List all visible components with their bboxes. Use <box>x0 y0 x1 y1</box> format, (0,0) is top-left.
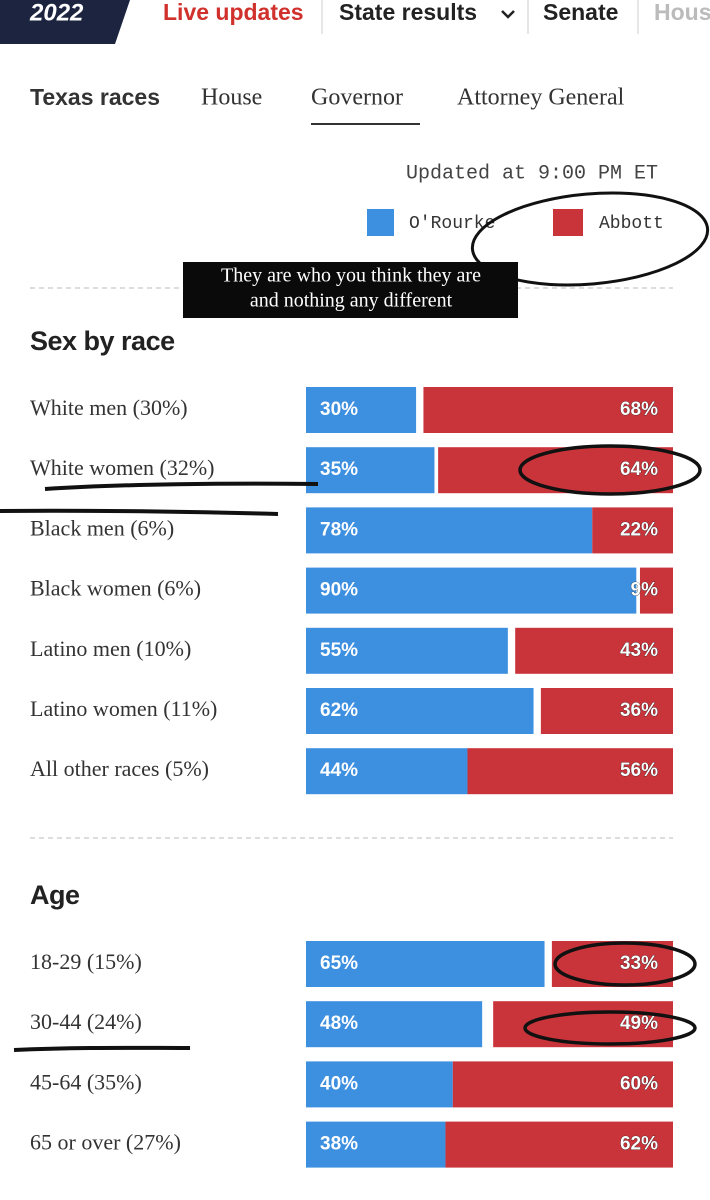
tab[interactable]: Texas races <box>30 84 160 110</box>
nav-item[interactable]: State results <box>339 0 477 25</box>
scribble <box>0 508 279 516</box>
legend-swatch <box>367 209 394 236</box>
scribble <box>518 444 702 496</box>
bar-segment <box>306 507 593 554</box>
value-label: 90% <box>320 580 358 601</box>
value-label: 62% <box>620 1134 658 1155</box>
bar-segment <box>306 1001 483 1048</box>
legend-label: Abbott <box>599 214 664 234</box>
row-label: Latino men (10%) <box>30 636 191 661</box>
row-label: Black women (6%) <box>30 576 201 601</box>
scribble <box>553 941 697 987</box>
value-label: 78% <box>320 519 358 540</box>
logo-box <box>0 0 130 44</box>
bar-segment <box>306 567 637 614</box>
annotation-box <box>183 262 518 318</box>
row-label: White women (32%) <box>30 455 215 480</box>
bar-segment <box>306 941 545 987</box>
bar-segment <box>306 447 435 494</box>
bar-segment <box>306 1061 453 1108</box>
value-label: 38% <box>320 1134 358 1155</box>
tab[interactable]: House <box>201 85 262 111</box>
bar-segment <box>306 387 417 433</box>
value-label: 36% <box>620 700 658 721</box>
row-label: 65 or over (27%) <box>30 1130 181 1155</box>
value-label: 49% <box>620 1013 658 1034</box>
value-label: 48% <box>320 1013 358 1034</box>
value-label: 68% <box>620 399 658 420</box>
value-label: 62% <box>320 700 358 721</box>
nav-item[interactable]: House <box>654 0 710 25</box>
bar-segment <box>493 1001 673 1048</box>
value-label: 56% <box>620 760 658 781</box>
section-title: Sex by race <box>30 326 175 356</box>
bar-segment <box>540 688 673 734</box>
bar-segment <box>452 1061 673 1108</box>
value-label: 60% <box>620 1073 658 1094</box>
scribble <box>523 1010 697 1046</box>
value-label: 64% <box>620 459 658 480</box>
legend-swatch <box>553 209 583 236</box>
scribble <box>13 1045 191 1052</box>
scribble <box>470 191 710 287</box>
row-label: All other races (5%) <box>30 756 209 781</box>
logo: 2022 <box>29 0 84 26</box>
bar-segment <box>306 688 534 734</box>
chevron <box>501 10 515 19</box>
section-title: Age <box>30 880 80 910</box>
value-label: 35% <box>320 459 358 480</box>
value-label: 40% <box>320 1073 358 1094</box>
value-label: 33% <box>620 953 658 974</box>
bar-segment <box>306 627 508 674</box>
tab[interactable]: Governor <box>311 85 403 111</box>
nav-item[interactable]: Live updates <box>163 0 304 25</box>
row-label: White men (30%) <box>30 395 188 420</box>
value-label: 55% <box>320 640 358 661</box>
bar-segment <box>438 447 673 494</box>
content: 2022 Live updates State results Senate H… <box>0 0 710 1168</box>
tab[interactable]: Attorney General <box>457 85 625 111</box>
value-label: 22% <box>620 519 658 540</box>
legend-label: O'Rourke <box>409 214 495 234</box>
row-label: Latino women (11%) <box>30 696 217 721</box>
bar-segment <box>445 1121 673 1168</box>
annotation: and nothing any different <box>250 290 453 312</box>
bar-segment <box>467 748 673 795</box>
bar-segment <box>639 567 673 614</box>
updated: Updated at 9:00 PM ET <box>406 162 658 185</box>
bar-segment <box>592 507 673 554</box>
scribble <box>44 481 319 491</box>
value-label: 43% <box>620 640 658 661</box>
value-label: 65% <box>320 953 358 974</box>
bar-segment <box>423 387 673 433</box>
nav-item[interactable]: Senate <box>543 0 618 25</box>
bar-segment <box>306 1121 446 1168</box>
bar-segment <box>306 748 468 795</box>
row-label: 18-29 (15%) <box>30 949 142 974</box>
value-label: 44% <box>320 760 358 781</box>
bar-segment <box>515 627 673 674</box>
value-label: 9% <box>631 580 659 601</box>
annotation: They are who you think they are <box>221 265 481 287</box>
row-label: 30-44 (24%) <box>30 1009 142 1034</box>
row-label: 45-64 (35%) <box>30 1069 142 1094</box>
value-label: 30% <box>320 399 358 420</box>
row-label: Black men (6%) <box>30 515 174 540</box>
